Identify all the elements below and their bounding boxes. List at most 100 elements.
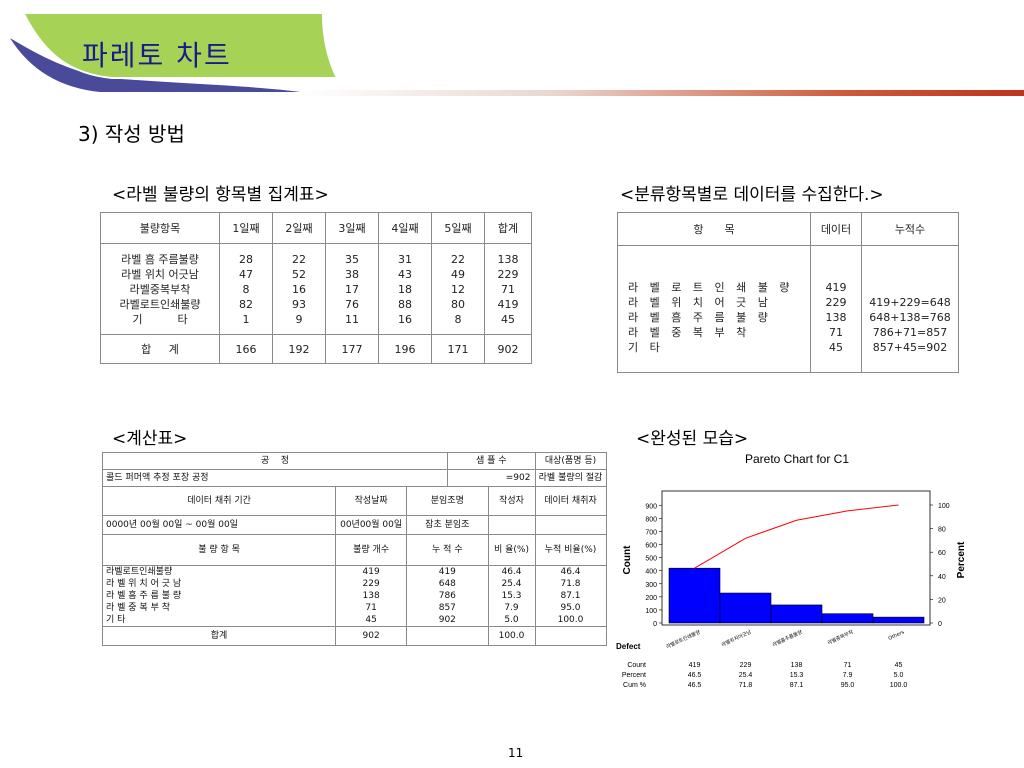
tally-item: 라벨중복부착 (129, 282, 191, 296)
table-cell: 5.0 (894, 672, 904, 679)
left-tick-label: 0 (653, 621, 657, 628)
table-cell: 45 (895, 662, 903, 669)
collect-caption: <분류항목별로 데이터를 수집한다.> (620, 185, 884, 205)
calc-item: 기 타 (106, 615, 126, 625)
tally-cell: 71 (501, 282, 515, 296)
category-label: 라벨중복부착 (826, 628, 854, 646)
result-caption: <완성된 모습> (636, 429, 749, 449)
category-labels: 라벨로트인쇄불량 라벨위치어긋남 라벨흠주름불량 라벨중복부착 Others (665, 628, 906, 650)
table-cell: 138 (791, 662, 803, 669)
tally-cell: 18 (398, 282, 412, 296)
tally-cell: 9 (295, 312, 303, 326)
calc-total-count: 902 (335, 626, 408, 646)
calc-cum: 419 (438, 567, 456, 577)
tally-cell: 31 (398, 252, 412, 266)
tally-cell: 38 (345, 267, 359, 281)
category-label: 라벨흠주름불량 (771, 628, 804, 648)
tally-header: 5일째 (431, 212, 485, 244)
calc-cumratio: 46.4 (560, 567, 581, 577)
calc-body-row: 라벨로트인쇄불량 라 벨 위 치 어 긋 남 라 벨 흠 주 름 불 량 라 벨… (101, 565, 607, 627)
table-cell: 87.1 (790, 682, 804, 689)
tally-cell: 49 (451, 267, 465, 281)
left-tick-label: 700 (645, 529, 657, 536)
right-tick-label: 0 (938, 621, 942, 628)
calc-item: 라 벨 중 복 부 착 (106, 603, 170, 613)
tally-cell: 76 (345, 297, 359, 311)
table-cell: 15.3 (790, 672, 804, 679)
tally-body-row: 라벨 흠 주름불량 라벨 위치 어긋남 라벨중복부착 라벨로트인쇄불량 기 타 … (100, 243, 532, 335)
tally-item: 라벨로트인쇄불량 (119, 297, 201, 311)
title-decoration (10, 13, 336, 92)
table-cell: 71.8 (739, 682, 753, 689)
tally-cell: 45 (501, 312, 515, 326)
collect-item: 기 타 (628, 340, 664, 354)
cumulative-line (694, 504, 899, 569)
calc-sample-label: 샘 플 수 (447, 452, 536, 470)
collect-item: 라 벨 로 트 인 쇄 불 량 (628, 280, 794, 294)
collect-cum (862, 280, 958, 295)
calc-item: 라 벨 흠 주 름 불 량 (106, 591, 182, 601)
left-tick-label: 600 (645, 543, 657, 550)
tally-cell: 1 (242, 312, 250, 326)
tally-cell: 8 (454, 312, 462, 326)
collect-item: 라 벨 흠 주 름 불 량 (628, 310, 772, 324)
tally-cell: 419 (497, 297, 519, 311)
calc-col-ratio: 비 율(%) (487, 534, 536, 566)
calc-col-count: 불량 개수 (335, 534, 408, 566)
calc-col-item: 불 량 항 목 (101, 534, 337, 566)
left-tick-label: 500 (645, 556, 657, 563)
collect-header: 누적수 (861, 212, 959, 246)
calc-cum: 902 (438, 615, 456, 625)
chart-axes: 0 100 200 300 400 500 600 700 800 900 0 20 40 60 80 100 (645, 503, 949, 628)
calc-date-label: 작성날짜 (335, 486, 408, 516)
collect-data: 229 (825, 295, 847, 309)
calc-sample-value: =902 (447, 469, 536, 487)
plot-frame (661, 490, 931, 626)
calc-period-value: 0000년 00월 00일 ~ 00월 00일 (101, 515, 337, 535)
tally-cell: 43 (398, 267, 412, 281)
pareto-bar (821, 613, 874, 624)
tally-cell: 16 (398, 312, 412, 326)
calc-col-cumratio: 누적 비율(%) (534, 534, 607, 566)
tally-cell: 28 (239, 252, 253, 266)
header-divider (300, 90, 1024, 96)
pareto-bar (770, 604, 823, 624)
calc-date-value: 00년00월 00일 (335, 515, 408, 535)
right-tick-label: 80 (938, 527, 946, 534)
table-cell: 46.5 (688, 672, 702, 679)
calc-target-value: 라벨 불량의 절감 (534, 469, 607, 487)
right-tick-label: 40 (938, 574, 946, 581)
table-cell: 419 (689, 662, 701, 669)
section-heading: 3) 작성 방법 (78, 122, 185, 146)
tally-cell: 22 (451, 252, 465, 266)
tally-total-label: 합 계 (100, 334, 220, 364)
y-axis-label-right: Percent (956, 541, 967, 578)
calc-ratio: 5.0 (504, 615, 519, 625)
calc-count: 229 (362, 579, 380, 589)
tally-cell: 82 (239, 297, 253, 311)
calc-author-label: 작성자 (487, 486, 536, 516)
calc-ratio: 25.4 (501, 579, 522, 589)
tally-header: 불량항목 (100, 212, 220, 244)
tally-total-cell: 192 (272, 334, 326, 364)
calc-ratio: 7.9 (504, 603, 519, 613)
tally-cell: 12 (451, 282, 465, 296)
pareto-chart: Pareto Chart for C1 01002003004005006007… (616, 452, 967, 689)
right-tick-label: 20 (938, 597, 946, 604)
calc-cumratio: 71.8 (560, 579, 581, 589)
page-number: 11 (508, 746, 524, 760)
calc-total-ratio: 100.0 (487, 626, 536, 646)
collect-cum: 857+45=902 (872, 340, 948, 354)
tally-total-cell: 171 (431, 334, 485, 364)
tally-cell: 17 (345, 282, 359, 296)
tally-item: 라벨 흠 주름불량 (121, 252, 199, 266)
chart-data-table: Defect Count 419 229 138 71 45 Percent 46.5 25.4 1… (616, 642, 907, 689)
calc-ratio: 15.3 (501, 591, 522, 601)
cumulative-percent-line (694, 504, 899, 569)
collect-item: 라 벨 위 치 어 긋 남 (628, 295, 772, 309)
calc-collector-label: 데이터 채취자 (534, 486, 607, 516)
collect-body-row: 라 벨 로 트 인 쇄 불 량 라 벨 위 치 어 긋 남 라 벨 흠 주 름 … (617, 245, 959, 373)
table-cell: 46.5 (688, 682, 702, 689)
table-row-label: Count (627, 662, 646, 669)
calc-total-label: 합계 (101, 626, 337, 646)
